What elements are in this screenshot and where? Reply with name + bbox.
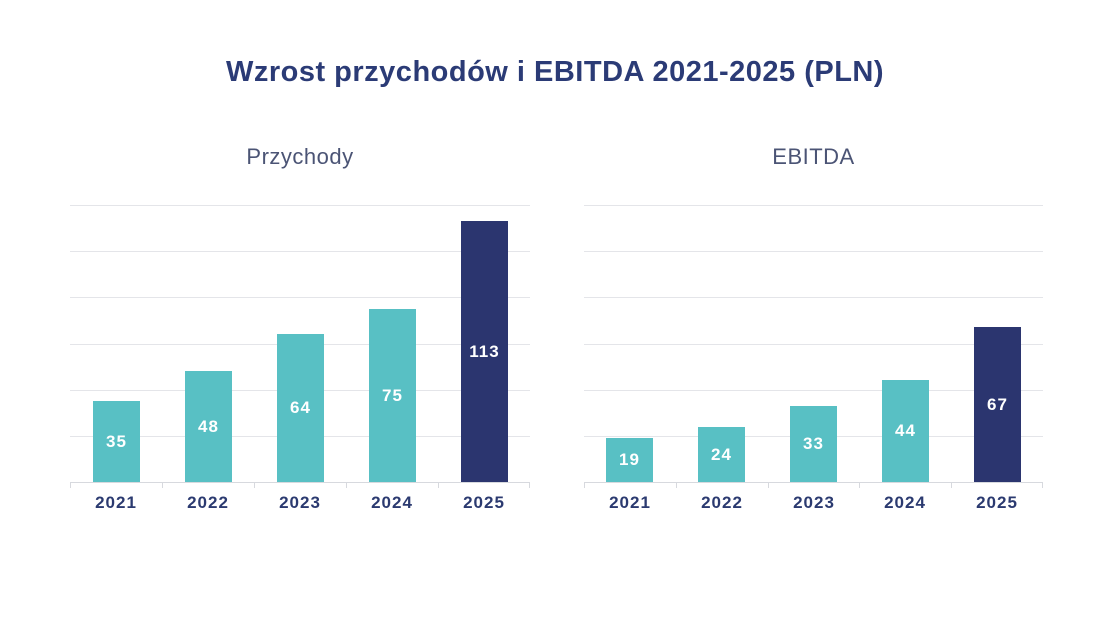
x-axis-label: 2023 <box>793 493 835 512</box>
bar-value-label: 48 <box>198 416 219 436</box>
bar-value-label: 24 <box>711 444 732 464</box>
bar-2023: 64 <box>277 334 324 482</box>
bar-2024: 44 <box>882 380 929 482</box>
bar-2024: 75 <box>369 309 416 482</box>
chart-przychody-subtitle: Przychody <box>246 144 354 169</box>
chart-ebitda-subtitle: EBITDA <box>772 144 855 169</box>
bar-value-label: 64 <box>290 398 311 417</box>
x-axis-tick <box>254 482 255 488</box>
chart-ebitda-plot-area: 19 2021 24 2022 33 2023 44 2024 67 2025 <box>584 205 1043 512</box>
gridline <box>584 344 1043 345</box>
x-axis-label: 2023 <box>279 493 321 512</box>
bar-value-label: 44 <box>895 421 916 440</box>
gridline <box>70 251 530 252</box>
x-axis-tick <box>859 482 860 488</box>
x-axis-tick <box>1042 482 1043 488</box>
page-title: Wzrost przychodów i EBITDA 2021-2025 (PL… <box>225 56 885 88</box>
x-axis-label: 2022 <box>701 493 743 512</box>
bar-value-label: 67 <box>987 394 1008 414</box>
bar-2025: 67 <box>974 327 1021 482</box>
bar-2021: 19 <box>606 438 653 482</box>
x-axis-label: 2021 <box>609 493 651 512</box>
gridline <box>584 297 1043 298</box>
x-axis-label: 2025 <box>976 493 1018 512</box>
x-axis-label: 2022 <box>187 493 229 512</box>
gridline <box>70 205 530 206</box>
x-axis-label: 2025 <box>463 493 505 512</box>
x-axis-tick <box>70 482 71 488</box>
bar-value-label: 113 <box>469 341 500 361</box>
x-axis-tick <box>529 482 530 488</box>
x-axis-tick <box>162 482 163 488</box>
chart-ebitda: EBITDA 19 2021 24 2022 33 2023 44 2024 67 2025 <box>584 144 1043 512</box>
bar-value-label: 33 <box>803 434 824 453</box>
x-axis-label: 2024 <box>884 493 926 512</box>
gridline <box>70 297 530 298</box>
chart-przychody-plot-area: 35 2021 48 2022 64 2023 75 2024 113 2025 <box>70 205 530 512</box>
bar-2021: 35 <box>93 401 140 482</box>
x-axis-tick <box>676 482 677 488</box>
chart-przychody: Przychody 35 2021 48 2022 64 2023 75 2024 113 202… <box>70 144 530 512</box>
x-axis-tick <box>768 482 769 488</box>
gridline <box>584 390 1043 391</box>
x-axis-tick <box>584 482 585 488</box>
gridline <box>584 205 1043 206</box>
bar-2025: 113 <box>461 221 508 482</box>
x-axis-tick <box>346 482 347 488</box>
bar-value-label: 35 <box>106 431 127 451</box>
x-axis-label: 2024 <box>371 493 413 512</box>
x-axis-tick <box>438 482 439 488</box>
bar-2023: 33 <box>790 406 837 482</box>
x-axis-tick <box>951 482 952 488</box>
bar-value-label: 75 <box>382 385 403 405</box>
bar-value-label: 19 <box>619 450 640 469</box>
bar-2022: 48 <box>185 371 232 482</box>
x-axis-label: 2021 <box>95 493 137 512</box>
bar-2022: 24 <box>698 427 745 482</box>
gridline <box>584 251 1043 252</box>
